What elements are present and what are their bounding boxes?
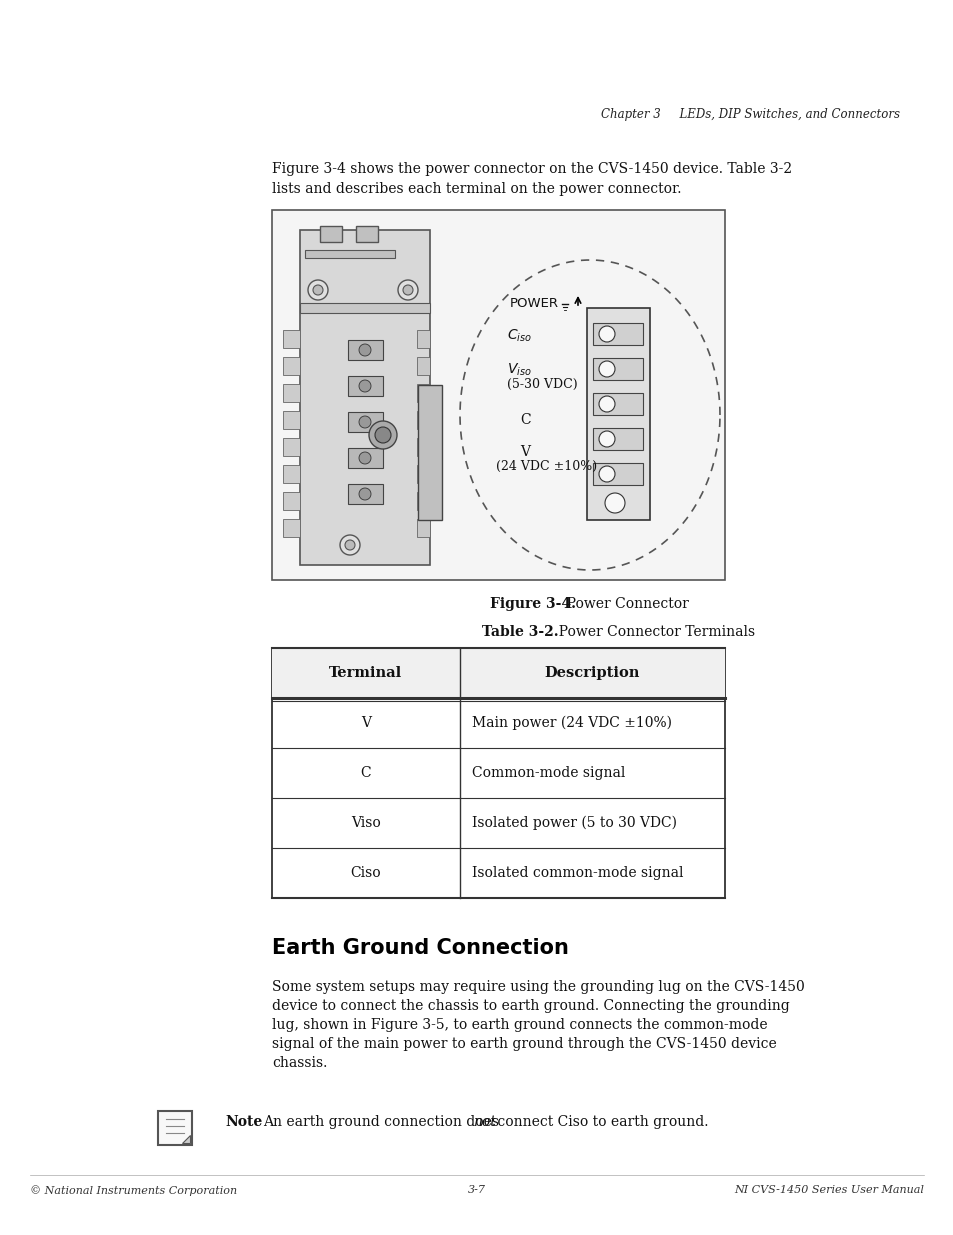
- Bar: [593, 393, 642, 415]
- Circle shape: [402, 285, 413, 295]
- FancyBboxPatch shape: [158, 1112, 192, 1145]
- Text: An earth ground connection does: An earth ground connection does: [263, 1115, 503, 1129]
- Text: Power Connector: Power Connector: [558, 597, 688, 611]
- Text: chassis.: chassis.: [272, 1056, 327, 1070]
- Bar: [416, 466, 430, 483]
- Circle shape: [598, 466, 615, 482]
- Text: $C_{iso}$: $C_{iso}$: [506, 329, 532, 345]
- Circle shape: [358, 345, 371, 356]
- Text: $V_{iso}$: $V_{iso}$: [506, 362, 531, 378]
- Text: device to connect the chassis to earth ground. Connecting the grounding: device to connect the chassis to earth g…: [272, 999, 789, 1013]
- Text: Note: Note: [225, 1115, 262, 1129]
- Bar: [416, 411, 430, 429]
- Text: Ciso: Ciso: [351, 866, 381, 881]
- Circle shape: [598, 361, 615, 377]
- Bar: [416, 384, 430, 403]
- Text: Some system setups may require using the grounding lug on the CVS-1450: Some system setups may require using the…: [272, 981, 804, 994]
- Bar: [416, 519, 430, 537]
- Text: Table 3-2.: Table 3-2.: [481, 625, 558, 638]
- Text: POWER: POWER: [510, 296, 558, 310]
- Circle shape: [358, 416, 371, 429]
- Bar: [593, 463, 642, 485]
- Bar: [416, 438, 430, 456]
- Bar: [305, 249, 395, 258]
- Circle shape: [375, 427, 391, 443]
- Bar: [283, 411, 299, 429]
- Bar: [283, 438, 299, 456]
- Text: (24 VDC ±10%): (24 VDC ±10%): [496, 459, 597, 473]
- Bar: [283, 492, 299, 510]
- Bar: [416, 357, 430, 375]
- Circle shape: [358, 452, 371, 464]
- Text: © National Instruments Corporation: © National Instruments Corporation: [30, 1186, 237, 1195]
- Bar: [283, 357, 299, 375]
- Bar: [348, 412, 382, 432]
- Text: Terminal: Terminal: [329, 666, 402, 680]
- Text: not: not: [473, 1115, 496, 1129]
- Circle shape: [339, 535, 359, 555]
- Circle shape: [598, 326, 615, 342]
- Text: NI CVS-1450 Series User Manual: NI CVS-1450 Series User Manual: [734, 1186, 923, 1195]
- Bar: [283, 519, 299, 537]
- Circle shape: [598, 431, 615, 447]
- Circle shape: [604, 493, 624, 513]
- Bar: [416, 492, 430, 510]
- Bar: [593, 429, 642, 450]
- Text: signal of the main power to earth ground through the CVS-1450 device: signal of the main power to earth ground…: [272, 1037, 776, 1051]
- Bar: [593, 324, 642, 345]
- Bar: [348, 340, 382, 359]
- Text: 3-7: 3-7: [468, 1186, 485, 1195]
- Bar: [283, 384, 299, 403]
- Text: Isolated power (5 to 30 VDC): Isolated power (5 to 30 VDC): [472, 816, 677, 830]
- Circle shape: [369, 421, 396, 450]
- Text: V: V: [519, 445, 530, 459]
- Bar: [416, 330, 430, 348]
- Text: Earth Ground Connection: Earth Ground Connection: [272, 939, 568, 958]
- Bar: [272, 210, 724, 580]
- Bar: [283, 466, 299, 483]
- Text: Description: Description: [544, 666, 639, 680]
- Circle shape: [313, 285, 323, 295]
- Circle shape: [358, 380, 371, 391]
- Bar: [283, 330, 299, 348]
- Text: connect Ciso to earth ground.: connect Ciso to earth ground.: [493, 1115, 708, 1129]
- Text: C: C: [519, 412, 530, 427]
- Text: Figure 3-4.: Figure 3-4.: [490, 597, 576, 611]
- Bar: [348, 484, 382, 504]
- Bar: [272, 648, 724, 898]
- Circle shape: [598, 396, 615, 412]
- Bar: [355, 226, 377, 242]
- Bar: [593, 358, 642, 380]
- Circle shape: [308, 280, 328, 300]
- Text: Figure 3-4 shows the power connector on the CVS-1450 device. Table 3-2: Figure 3-4 shows the power connector on …: [272, 162, 791, 177]
- Text: (5-30 VDC): (5-30 VDC): [506, 378, 577, 391]
- Text: Main power (24 VDC ±10%): Main power (24 VDC ±10%): [472, 716, 671, 730]
- Text: lug, shown in Figure 3-5, to earth ground connects the common-mode: lug, shown in Figure 3-5, to earth groun…: [272, 1018, 767, 1032]
- Bar: [586, 308, 649, 520]
- Text: V: V: [360, 716, 371, 730]
- Text: Viso: Viso: [351, 816, 380, 830]
- Bar: [319, 226, 341, 242]
- Bar: [299, 230, 430, 564]
- Bar: [417, 385, 441, 520]
- Bar: [348, 448, 382, 468]
- Text: Common-mode signal: Common-mode signal: [472, 766, 625, 781]
- Bar: [299, 303, 430, 312]
- Text: C: C: [360, 766, 371, 781]
- Polygon shape: [182, 1135, 190, 1144]
- Circle shape: [358, 488, 371, 500]
- Text: lists and describes each terminal on the power connector.: lists and describes each terminal on the…: [272, 182, 680, 196]
- Bar: [348, 375, 382, 396]
- Circle shape: [345, 540, 355, 550]
- Text: Power Connector Terminals: Power Connector Terminals: [550, 625, 755, 638]
- Circle shape: [397, 280, 417, 300]
- Text: Isolated common-mode signal: Isolated common-mode signal: [472, 866, 682, 881]
- Bar: [272, 648, 724, 698]
- Text: Chapter 3     LEDs, DIP Switches, and Connectors: Chapter 3 LEDs, DIP Switches, and Connec…: [600, 107, 899, 121]
